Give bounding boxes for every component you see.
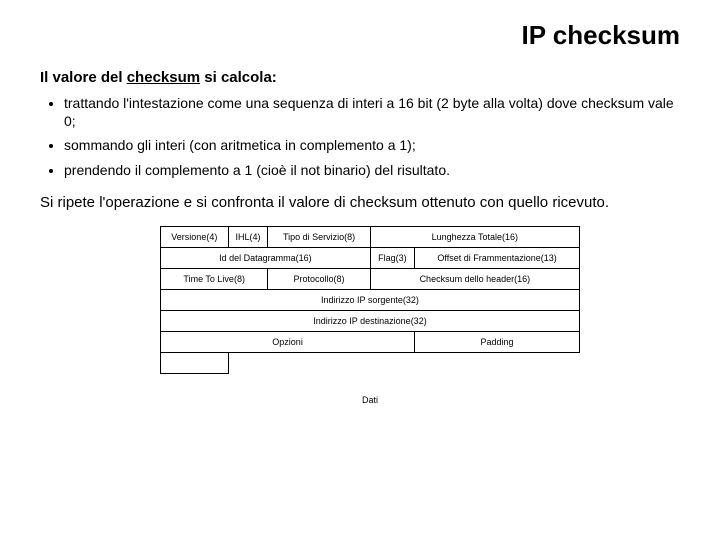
cell-checksum: Checksum dello header(16) xyxy=(370,269,579,290)
subtitle-prefix: Il valore del xyxy=(40,69,127,86)
cell-opzioni: Opzioni xyxy=(161,332,415,353)
cell-id: Id del Datagramma(16) xyxy=(161,248,371,269)
cell-dst: Indirizzo IP destinazione(32) xyxy=(161,311,580,332)
table-row xyxy=(161,353,580,374)
bullet-item: prendendo il complemento a 1 (cioè il no… xyxy=(64,161,680,179)
cell-empty xyxy=(161,353,229,374)
table-row: Indirizzo IP sorgente(32) xyxy=(161,290,580,311)
cell-ttl: Time To Live(8) xyxy=(161,269,268,290)
table-row: Id del Datagramma(16) Flag(3) Offset di … xyxy=(161,248,580,269)
cell-ihl: IHL(4) xyxy=(228,227,268,248)
cell-dati: Dati xyxy=(161,374,580,411)
subtitle-underline: checksum xyxy=(127,69,200,86)
cell-padding: Padding xyxy=(415,332,580,353)
cell-src: Indirizzo IP sorgente(32) xyxy=(161,290,580,311)
subtitle-suffix: si calcola: xyxy=(200,69,277,86)
cell-tos: Tipo di Servizio(8) xyxy=(268,227,370,248)
page-title: IP checksum xyxy=(40,20,680,51)
cell-flag: Flag(3) xyxy=(370,248,414,269)
table-row: Indirizzo IP destinazione(32) xyxy=(161,311,580,332)
table-row: Dati xyxy=(161,374,580,411)
cell-empty xyxy=(228,353,579,374)
subtitle: Il valore del checksum si calcola: xyxy=(40,69,680,86)
table-row: Opzioni Padding xyxy=(161,332,580,353)
cell-proto: Protocollo(8) xyxy=(268,269,370,290)
bullet-list: trattando l'intestazione come una sequen… xyxy=(64,94,680,179)
ip-header-table: Versione(4) IHL(4) Tipo di Servizio(8) L… xyxy=(160,226,580,410)
table-row: Time To Live(8) Protocollo(8) Checksum d… xyxy=(161,269,580,290)
bullet-item: sommando gli interi (con aritmetica in c… xyxy=(64,136,680,154)
cell-versione: Versione(4) xyxy=(161,227,229,248)
cell-lunghezza: Lunghezza Totale(16) xyxy=(370,227,579,248)
table-row: Versione(4) IHL(4) Tipo di Servizio(8) L… xyxy=(161,227,580,248)
bullet-item: trattando l'intestazione come una sequen… xyxy=(64,94,680,130)
paragraph: Si ripete l'operazione e si confronta il… xyxy=(40,193,680,213)
cell-offset: Offset di Frammentazione(13) xyxy=(415,248,580,269)
